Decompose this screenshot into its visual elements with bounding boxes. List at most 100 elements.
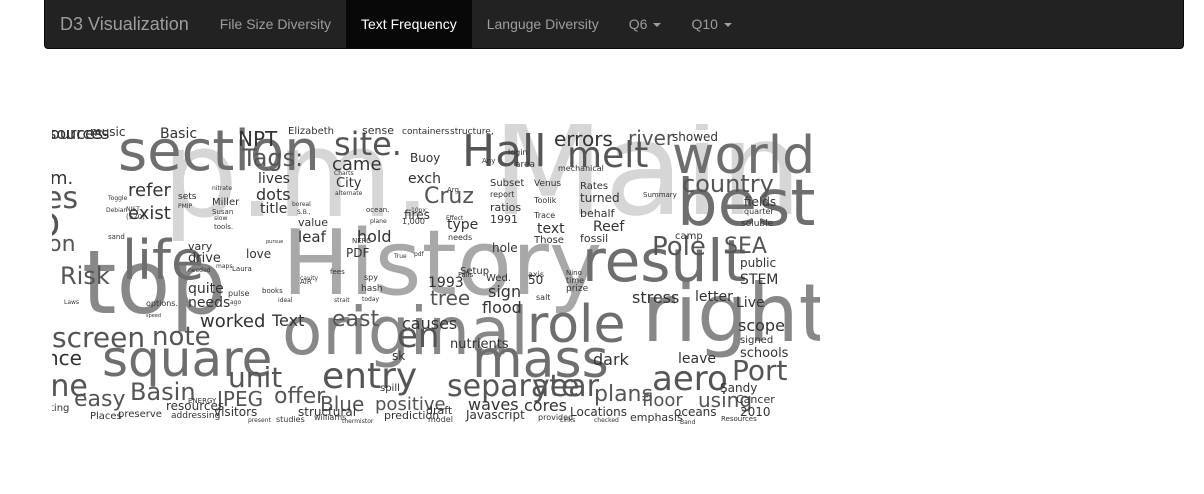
cloud-word: positive (375, 394, 446, 415)
cloud-word: maps (216, 263, 233, 270)
cloud-word: schools (740, 346, 789, 361)
cloud-word: public (740, 256, 777, 270)
cloud-word: river (628, 126, 675, 150)
cloud-word: ratios (490, 201, 522, 214)
cloud-word: leaf (298, 228, 326, 246)
cloud-word: Buoy (410, 151, 441, 165)
cloud-word: turned (580, 191, 620, 205)
cloud-word: type (447, 217, 479, 233)
cloud-word: fields (744, 195, 777, 209)
cloud-word: quite (188, 281, 224, 297)
cloud-word: right (642, 267, 820, 360)
cloud-word: emphasis (630, 411, 683, 424)
cloud-word: 1,000 (402, 217, 425, 226)
cloud-word: strait (334, 297, 350, 304)
cloud-word: draft (426, 404, 453, 417)
cloud-word: report (490, 190, 515, 199)
cloud-word: 1991 (490, 213, 518, 226)
cloud-word: sign (488, 282, 522, 301)
cloud-word: studies (276, 415, 305, 424)
cloud-word: cores (524, 396, 567, 415)
cloud-word: thermistor (342, 418, 374, 425)
cloud-word: came (332, 154, 382, 175)
cloud-word: pulse (228, 289, 250, 298)
cloud-word: m. (52, 168, 74, 189)
cloud-word: salt (536, 293, 551, 302)
cloud-word: Nino (566, 269, 582, 277)
cloud-word: dark (593, 350, 629, 369)
cloud-word: D (52, 209, 60, 243)
cloud-word: Locations (570, 405, 628, 419)
cloud-word: Links (560, 417, 576, 424)
cloud-word: Summary (643, 191, 677, 199)
cloud-word: Effect (446, 215, 464, 222)
cloud-word: ideal (278, 297, 293, 304)
cloud-word: time (566, 276, 585, 285)
cloud-word: Live (736, 295, 765, 311)
cloud-word: login (508, 148, 528, 157)
cloud-word: text (537, 221, 565, 237)
cloud-word: spill (380, 383, 400, 394)
cloud-word: stress (632, 288, 680, 307)
cloud-word: east (332, 307, 380, 332)
cloud-word: preserve (118, 409, 162, 420)
cloud-word: NPT (238, 127, 278, 151)
cloud-word: Pole (652, 232, 706, 262)
cloud-word: needs (448, 233, 473, 242)
cloud-word: plane (370, 218, 387, 225)
nav-file-size-diversity[interactable]: File Size Diversity (219, 16, 331, 32)
cloud-word: Risk (60, 262, 110, 290)
top-navbar: D3 Visualization File Size Diversity Tex… (44, 0, 1184, 49)
cloud-word: hold (357, 227, 392, 246)
nav-language-diversity[interactable]: Languge Diversity (486, 16, 599, 32)
cloud-word: Resources (721, 415, 757, 423)
cloud-word: life (122, 229, 205, 292)
cloud-word: refer (128, 180, 171, 201)
cloud-word: STEM (740, 272, 779, 288)
cloud-word: model (428, 415, 453, 424)
cloud-word: Cancer (736, 393, 775, 406)
nav-q10-dropdown[interactable]: Q10 (676, 0, 746, 48)
cloud-word: Laura (232, 265, 252, 273)
cloud-word: prediction (384, 409, 440, 422)
cloud-word: Setup (460, 266, 490, 277)
cloud-word: slow (214, 215, 228, 222)
cloud-word: title (260, 201, 288, 217)
nav-q10-label: Q10 (691, 16, 718, 32)
cloud-word: 50 (528, 273, 544, 287)
cloud-word: oceans (674, 405, 717, 419)
cloud-word: PDF (346, 246, 370, 260)
cloud-word: present (248, 417, 271, 424)
cloud-word: PMIP (178, 203, 193, 210)
cloud-word: ENERGY (188, 397, 217, 405)
cloud-word: best (677, 167, 816, 241)
cloud-word: one (52, 369, 88, 404)
cloud-word: ocean. (366, 206, 390, 214)
cloud-word: Toggle (108, 195, 128, 202)
cloud-word: speed (146, 313, 162, 319)
cloud-word: unit (228, 361, 283, 394)
cloud-word: alternate (335, 190, 363, 197)
nav-q6-dropdown[interactable]: Q6 (614, 0, 677, 48)
cloud-word: world (672, 126, 816, 186)
cloud-word: Main (492, 124, 803, 245)
cloud-word: JPEG (217, 387, 264, 411)
cloud-word: williams (314, 413, 347, 422)
nav-text-frequency[interactable]: Text Frequency (346, 0, 472, 48)
cloud-word: Places (90, 411, 122, 422)
cloud-word: role (527, 295, 626, 355)
cloud-word: mass (472, 330, 609, 390)
cloud-word: today (362, 296, 380, 303)
cloud-word: mechanical (558, 164, 604, 173)
cloud-word: cavity (300, 275, 319, 282)
navbar-brand[interactable]: D3 Visualization (60, 14, 189, 34)
cloud-word: Venus (534, 179, 562, 189)
cloud-word: axis (528, 270, 545, 279)
cloud-word: nutrients (450, 337, 509, 352)
cloud-word: using (698, 388, 753, 412)
cloud-word: fossil (580, 232, 609, 245)
cloud-word: 1993 (428, 275, 464, 291)
cloud-word: showed (672, 130, 719, 144)
cloud-word: spy (364, 273, 378, 282)
cloud-word: vary (188, 240, 213, 253)
